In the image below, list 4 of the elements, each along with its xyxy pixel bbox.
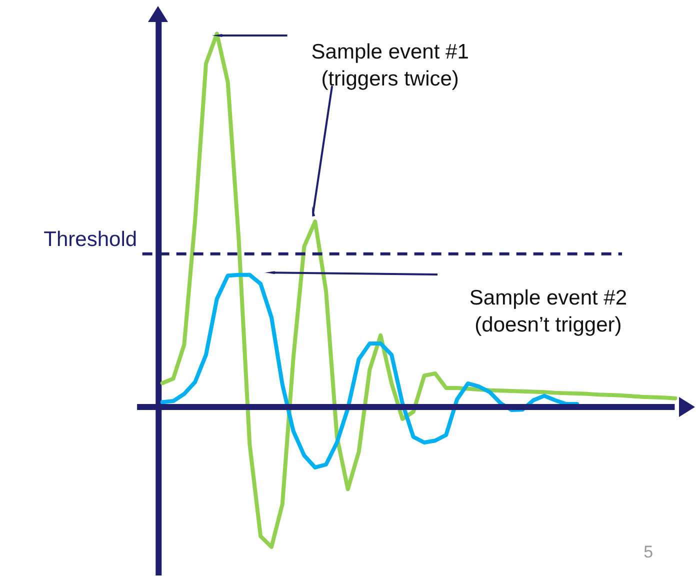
annotation: 5 (644, 542, 654, 562)
annotation: Sample event #2 (doesn’t trigger) (469, 286, 628, 337)
annotation: Sample event #1 (triggers twice) (311, 40, 469, 90)
ref-line-label: Threshold (44, 228, 138, 251)
